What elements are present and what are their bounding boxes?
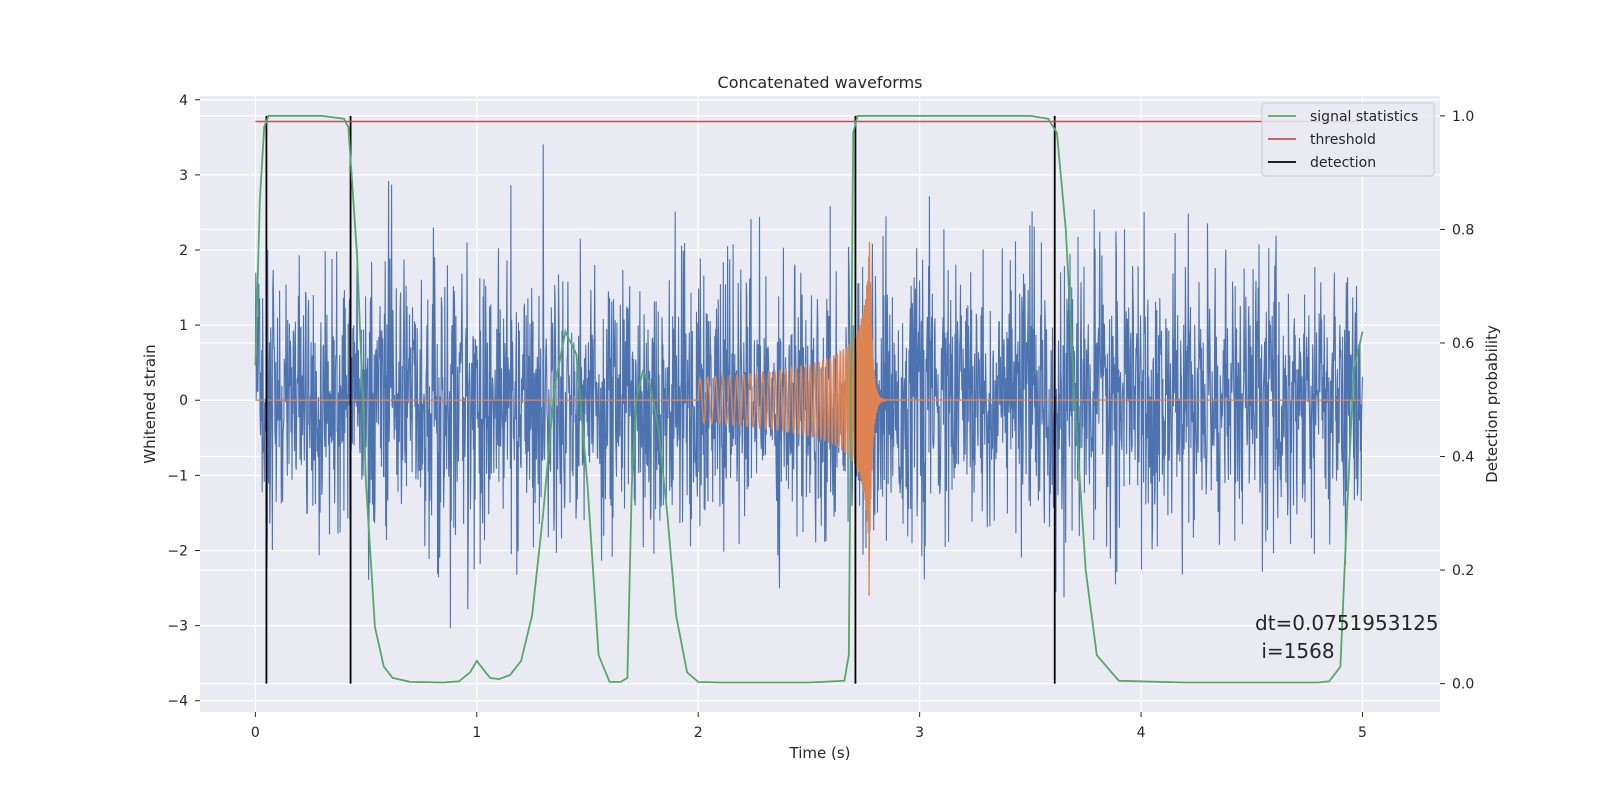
y-tick-label: −1 xyxy=(167,468,188,484)
y-tick-label: 4 xyxy=(179,93,188,109)
legend-label-signal-statistics: signal statistics xyxy=(1310,109,1418,125)
x-axis-ticks: 0 1 2 3 4 5 xyxy=(251,712,1367,741)
y-tick-label: −4 xyxy=(167,694,188,710)
legend-label-threshold: threshold xyxy=(1310,132,1376,148)
legend-box xyxy=(1261,102,1435,177)
annotation-dt: dt=0.0751953125 xyxy=(1255,611,1439,635)
y-tick-label: −3 xyxy=(167,619,188,635)
y2-tick-label: 0.4 xyxy=(1452,450,1474,466)
y2-tick-label: 0.6 xyxy=(1452,336,1474,352)
y2-tick-label: 1.0 xyxy=(1452,109,1474,125)
x-tick-label: 5 xyxy=(1358,725,1367,741)
annotation-index: i=1568 xyxy=(1255,639,1335,663)
chart-title: Concatenated waveforms xyxy=(718,73,923,92)
y2-axis-title: Detection probability xyxy=(1483,325,1501,483)
y2-axis-ticks: 0.0 0.2 0.4 0.6 0.8 1.0 xyxy=(1440,109,1474,693)
x-tick-label: 4 xyxy=(1137,725,1146,741)
legend: signal statistics threshold detection xyxy=(1261,102,1435,177)
y-tick-label: 3 xyxy=(179,168,188,184)
x-tick-label: 2 xyxy=(694,725,703,741)
y-tick-label: −2 xyxy=(167,543,188,559)
legend-label-detection: detection xyxy=(1310,155,1376,171)
y-tick-label: 2 xyxy=(179,243,188,259)
x-tick-label: 0 xyxy=(251,725,260,741)
signal-statistics-series xyxy=(254,115,1364,684)
x-tick-label: 1 xyxy=(472,725,481,741)
y-axis-title: Whitened strain xyxy=(141,344,159,463)
right-gridlines xyxy=(200,115,1440,685)
y2-tick-label: 0.0 xyxy=(1452,677,1474,693)
y-tick-label: 0 xyxy=(179,393,188,409)
y2-tick-label: 0.2 xyxy=(1452,563,1474,579)
y2-tick-label: 0.8 xyxy=(1452,222,1474,238)
x-axis-title: Time (s) xyxy=(789,744,851,762)
x-tick-label: 3 xyxy=(915,725,924,741)
detection-lines xyxy=(265,115,1056,684)
whitened-strain-series xyxy=(254,144,1364,629)
y-tick-label: 1 xyxy=(179,318,188,334)
y-axis-ticks: −4 −3 −2 −1 0 1 2 3 4 xyxy=(167,93,200,710)
